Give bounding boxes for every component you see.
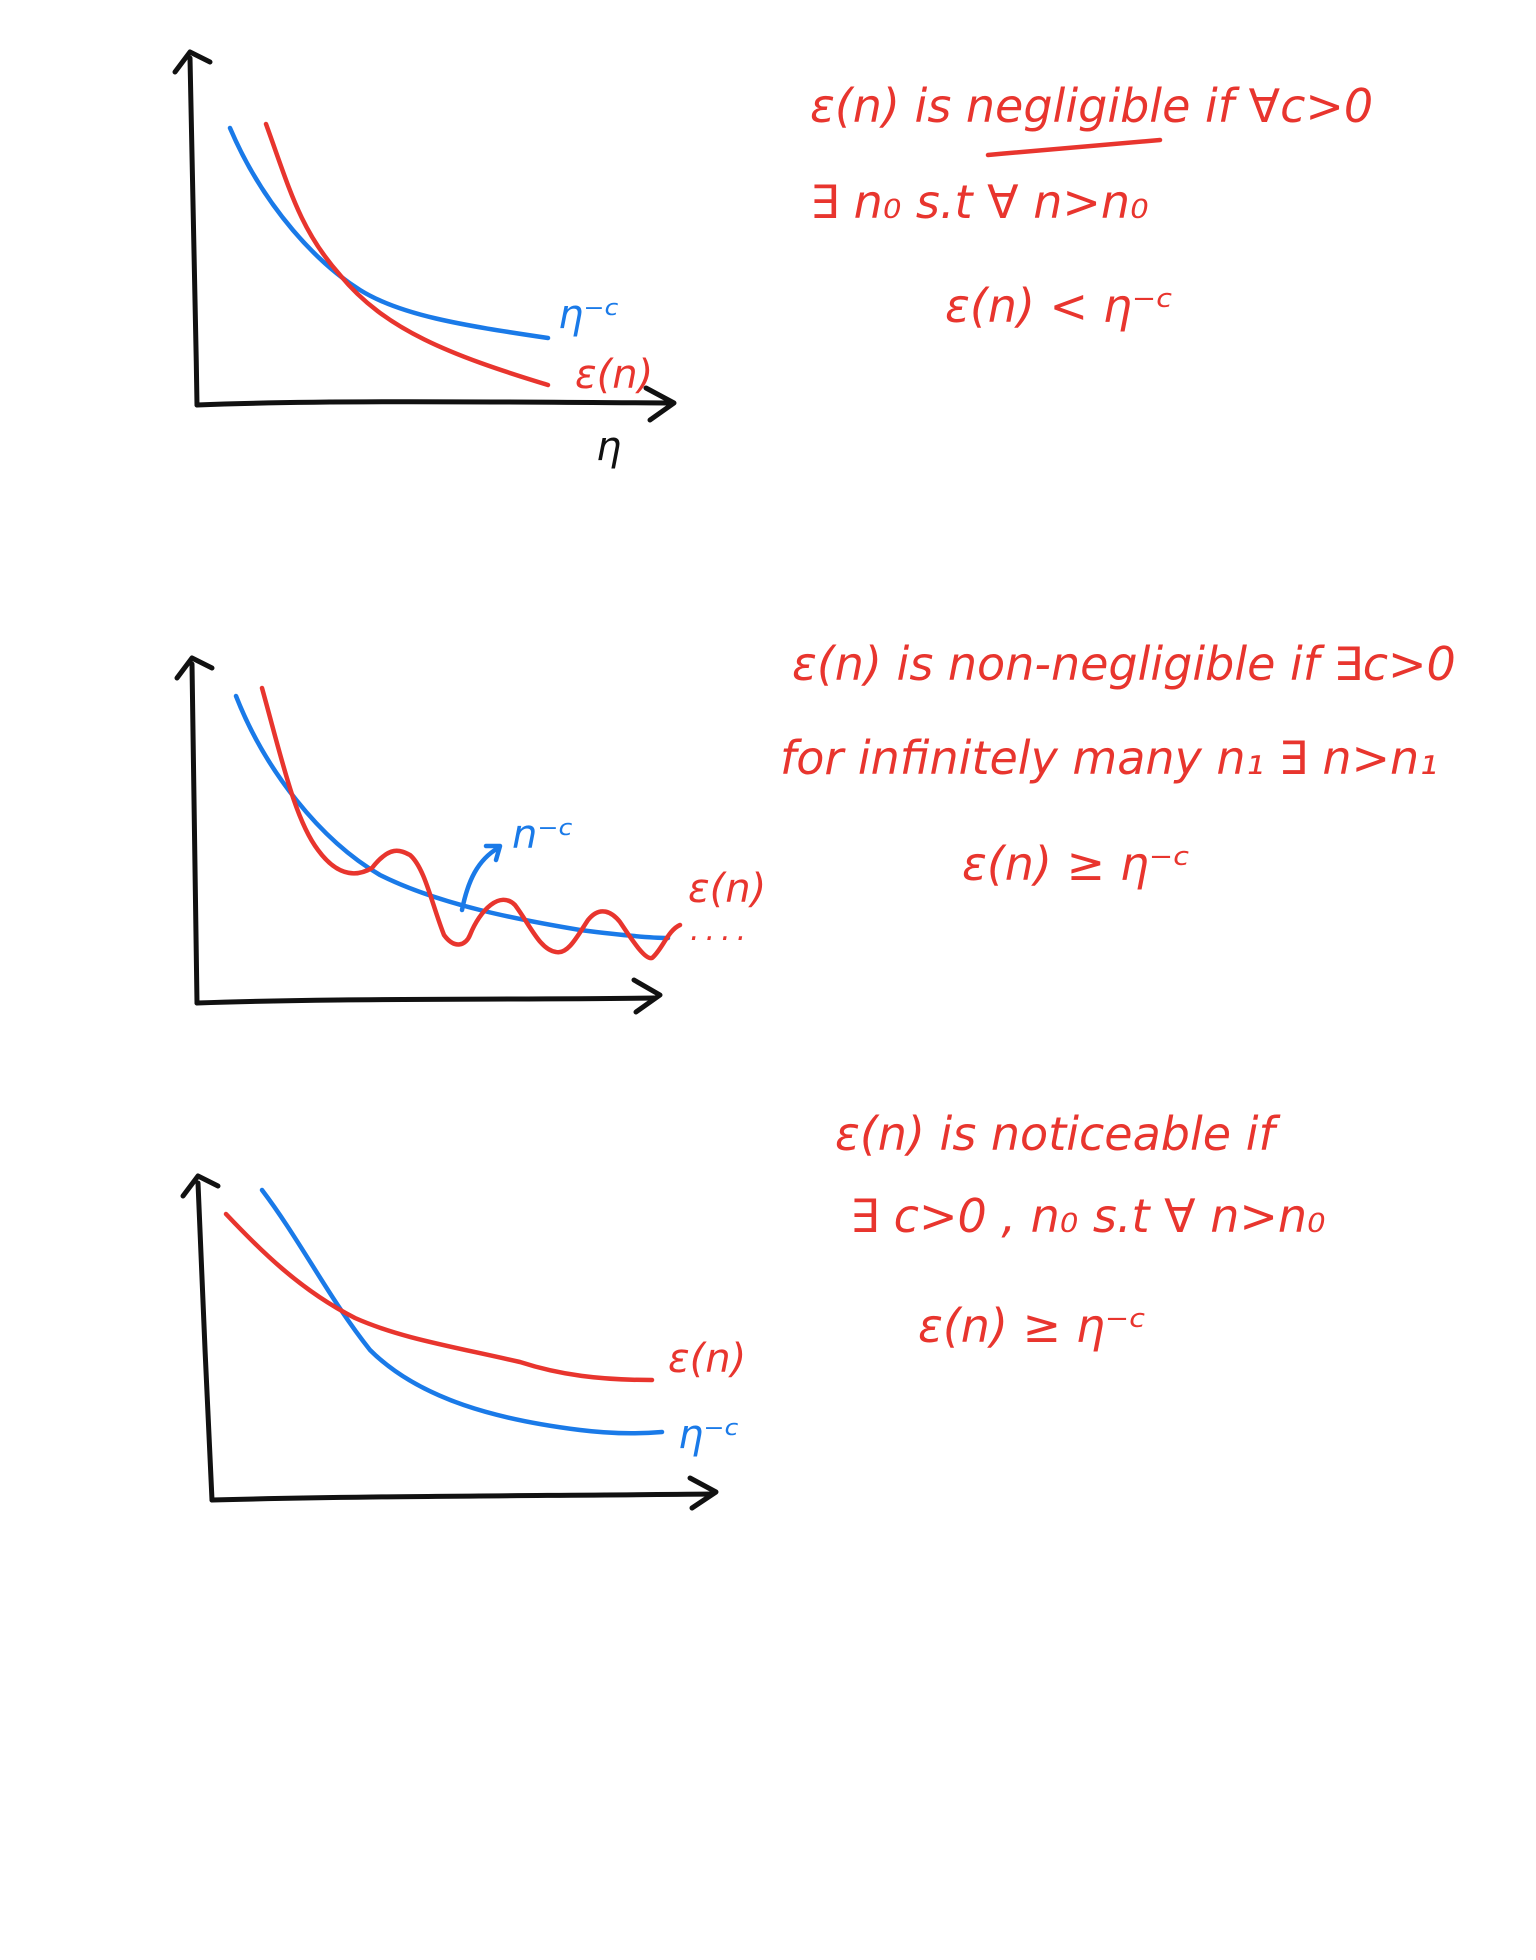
function-curve-label: ε(n) xyxy=(668,1336,746,1382)
y-axis xyxy=(187,55,200,408)
panel-noticeable-graph: ε(n) η⁻ᶜ xyxy=(180,1173,746,1511)
panel-negligible-notes: ε(n) is negligible if ∀c>0 ∃ n₀ s.t ∀ n>… xyxy=(810,79,1373,333)
note-line-3: ε(n) < η⁻ᶜ xyxy=(945,279,1173,333)
function-curve xyxy=(263,121,551,388)
pointer-arrow xyxy=(459,845,501,913)
trailing-dots: .... xyxy=(690,913,752,948)
function-curve xyxy=(223,1211,655,1383)
panel-noticeable-notes: ε(n) is noticeable if ∃ c>0 , n₀ s.t ∀ n… xyxy=(835,1107,1326,1353)
panel-noticeable: ε(n) η⁻ᶜ ε(n) is noticeable if ∃ c>0 , n… xyxy=(180,1107,1326,1511)
reference-curve-label: n⁻ᶜ xyxy=(512,812,573,858)
x-axis-arrowhead xyxy=(687,1475,719,1511)
y-axis-arrowhead xyxy=(172,49,213,75)
x-axis-arrowhead xyxy=(643,385,677,423)
note-line-2: for infinitely many n₁ ∃ n>n₁ xyxy=(780,731,1438,785)
note-line-1: ε(n) is noticeable if xyxy=(835,1107,1280,1161)
panel-non-negligible-notes: ε(n) is non-negligible if ∃c>0 for infin… xyxy=(780,637,1456,891)
y-axis-arrowhead xyxy=(174,655,215,681)
reference-curve xyxy=(233,693,671,941)
reference-curve xyxy=(259,1187,665,1436)
panel-negligible-graph: η⁻ᶜ ε(n) η xyxy=(172,49,677,470)
panel-negligible: η⁻ᶜ ε(n) η ε(n) is negligible if ∀c>0 ∃ … xyxy=(172,49,1373,470)
note-line-3: ε(n) ≥ η⁻ᶜ xyxy=(962,837,1190,891)
note-line-1: ε(n) is non-negligible if ∃c>0 xyxy=(792,637,1456,691)
note-line-3: ε(n) ≥ η⁻ᶜ xyxy=(918,1299,1146,1353)
function-curve xyxy=(259,685,683,961)
note-line-2: ∃ c>0 , n₀ s.t ∀ n>n₀ xyxy=(850,1189,1326,1243)
reference-curve xyxy=(227,125,551,341)
function-curve-label: ε(n) xyxy=(575,352,653,398)
x-axis xyxy=(194,995,658,1006)
x-axis-arrowhead xyxy=(631,977,663,1015)
x-axis-label: η xyxy=(596,424,621,470)
y-axis-arrowhead xyxy=(180,1173,221,1199)
x-axis xyxy=(209,1491,715,1503)
note-line-1: ε(n) is negligible if ∀c>0 xyxy=(810,79,1373,133)
function-curve-label: ε(n) xyxy=(688,866,766,912)
note-line-2: ∃ n₀ s.t ∀ n>n₀ xyxy=(810,175,1149,229)
y-axis xyxy=(195,1180,215,1503)
panel-non-negligible-graph: n⁻ᶜ ε(n) .... xyxy=(174,655,766,1015)
pointer-arrowhead xyxy=(483,843,503,863)
reference-curve-label: η⁻ᶜ xyxy=(678,1412,739,1458)
panel-non-negligible: n⁻ᶜ ε(n) .... ε(n) is non-negligible if … xyxy=(174,637,1456,1015)
reference-curve-label: η⁻ᶜ xyxy=(558,292,619,338)
negligible-underline xyxy=(985,137,1163,158)
x-axis xyxy=(194,399,671,408)
y-axis xyxy=(189,661,200,1006)
